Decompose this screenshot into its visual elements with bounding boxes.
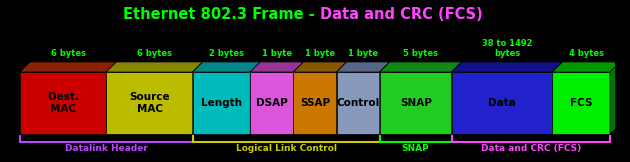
Polygon shape (106, 72, 193, 134)
Text: 1 byte: 1 byte (262, 49, 292, 58)
Text: Data and CRC (FCS): Data and CRC (FCS) (320, 7, 483, 22)
Polygon shape (20, 62, 117, 72)
Polygon shape (193, 62, 203, 134)
Text: 1 byte: 1 byte (305, 49, 335, 58)
Text: 5 bytes: 5 bytes (403, 49, 438, 58)
Polygon shape (193, 62, 260, 72)
Polygon shape (294, 62, 304, 134)
Text: 6 bytes: 6 bytes (137, 49, 172, 58)
Text: Control: Control (336, 98, 380, 108)
Text: SNAP: SNAP (402, 144, 430, 153)
Polygon shape (294, 72, 336, 134)
Polygon shape (380, 62, 462, 72)
Polygon shape (20, 72, 106, 134)
Polygon shape (294, 62, 347, 72)
Polygon shape (452, 72, 553, 134)
Polygon shape (553, 62, 563, 134)
Polygon shape (106, 62, 203, 72)
Polygon shape (250, 72, 294, 134)
Text: 1 byte: 1 byte (348, 49, 378, 58)
Polygon shape (250, 62, 304, 72)
Text: 6 bytes: 6 bytes (50, 49, 86, 58)
Text: Datalink Header: Datalink Header (65, 144, 148, 153)
Text: DSAP: DSAP (256, 98, 288, 108)
Polygon shape (380, 72, 452, 134)
Polygon shape (250, 62, 260, 134)
Text: SSAP: SSAP (300, 98, 330, 108)
Text: 4 bytes: 4 bytes (569, 49, 604, 58)
Polygon shape (452, 62, 462, 134)
Text: 38 to 1492
bytes: 38 to 1492 bytes (482, 39, 532, 58)
Text: Source
MAC: Source MAC (129, 92, 170, 114)
Text: Ethernet 802.3 Frame -: Ethernet 802.3 Frame - (123, 7, 320, 22)
Polygon shape (193, 72, 250, 134)
Text: Dest.
MAC: Dest. MAC (48, 92, 79, 114)
Text: Logical Link Control: Logical Link Control (236, 144, 336, 153)
Text: SNAP: SNAP (400, 98, 432, 108)
Text: FCS: FCS (570, 98, 592, 108)
Polygon shape (336, 72, 380, 134)
Text: Data: Data (488, 98, 516, 108)
Text: Length: Length (201, 98, 242, 108)
Text: Data and CRC (FCS): Data and CRC (FCS) (481, 144, 581, 153)
Polygon shape (336, 62, 346, 134)
Polygon shape (106, 62, 117, 134)
Text: 2 bytes: 2 bytes (209, 49, 244, 58)
Polygon shape (380, 62, 390, 134)
Polygon shape (452, 62, 563, 72)
Polygon shape (610, 62, 620, 134)
Polygon shape (553, 72, 610, 134)
Polygon shape (336, 62, 390, 72)
Polygon shape (553, 62, 620, 72)
